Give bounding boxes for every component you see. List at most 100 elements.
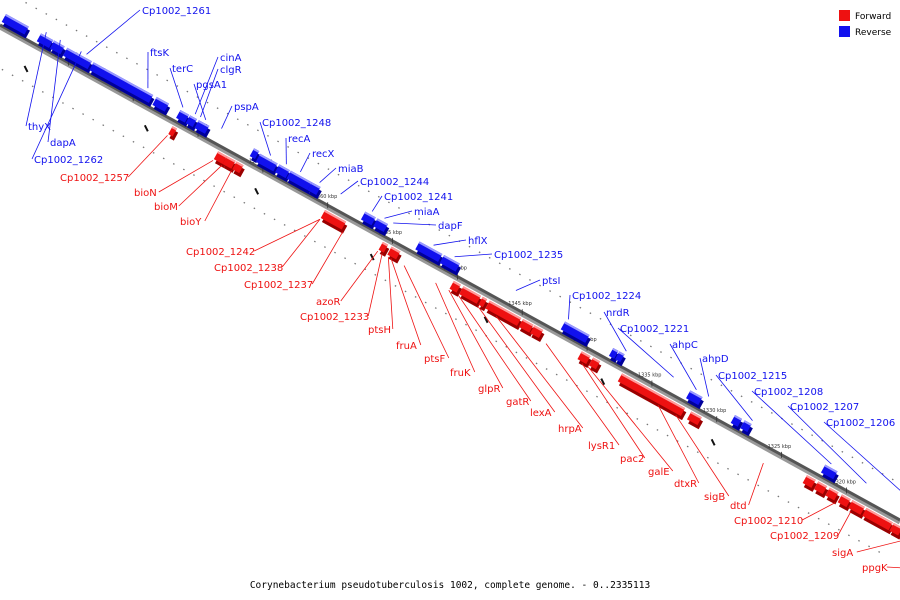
reverse-leader-line: [193, 83, 207, 121]
gene-shadow: [169, 130, 179, 141]
gene-highlight: [828, 487, 839, 495]
reverse-leader-line: [25, 32, 47, 127]
forward-gene-label: ptsF: [424, 354, 445, 365]
forward-gene: [617, 373, 687, 421]
reverse-gene-label: ahpD: [702, 354, 729, 365]
backbone-line: [0, 23, 900, 522]
position-marker: [600, 378, 606, 386]
tick-label: 1360 kbp: [314, 194, 338, 200]
forward-leader-line: [254, 218, 321, 252]
forward-leader-line: [837, 511, 852, 536]
gene-highlight: [841, 494, 851, 501]
gene-body: [686, 390, 703, 406]
forward-gene: [222, 156, 237, 173]
reverse-gene-label: Cp1002_1215: [718, 371, 787, 382]
reverse-leader-line: [86, 9, 141, 55]
position-marker: [23, 65, 29, 73]
gene-highlight: [618, 351, 625, 357]
gene-highlight: [481, 296, 488, 301]
gene-highlight: [452, 280, 461, 287]
reverse-gene-label: Cp1002_1208: [754, 387, 823, 398]
forward-leader-line: [435, 282, 476, 373]
gene-highlight: [197, 120, 210, 128]
forward-gene: [449, 280, 463, 297]
gene-highlight: [592, 357, 601, 364]
forward-gene: [485, 300, 523, 330]
gene-body: [459, 286, 482, 304]
label-leader-lines: [25, 9, 900, 569]
gene-body: [415, 241, 443, 262]
reverse-gene-label: pgsA1: [196, 80, 227, 91]
reverse-gene: [152, 96, 171, 116]
reverse-gene: [820, 464, 839, 484]
tick-label: 1355 kbp: [379, 230, 403, 236]
forward-leader-line: [281, 219, 321, 268]
reverse-gene: [255, 153, 279, 176]
reverse-gene-label: recA: [288, 134, 311, 145]
forward-leader-line: [477, 305, 556, 413]
reverse-leader-line: [340, 180, 359, 195]
tick-label: 1335 kbp: [638, 373, 662, 379]
gene-highlight: [53, 40, 65, 49]
reverse-leader-line: [515, 279, 541, 291]
forward-gene-label: gatR: [506, 397, 529, 408]
reverse-leader-line: [433, 239, 467, 246]
reverse-leader-line: [393, 222, 437, 226]
gene-highlight: [381, 241, 389, 247]
gene-highlight: [734, 415, 743, 421]
reverse-gene: [194, 120, 211, 138]
gene-body: [439, 255, 460, 272]
reverse-gene-label: ahpC: [672, 340, 698, 351]
gene-highlight: [865, 507, 893, 525]
reverse-gene: [1, 14, 30, 39]
reverse-leader-line: [699, 357, 710, 397]
forward-gene: [232, 161, 245, 178]
position-marker: [483, 316, 489, 324]
reverse-gene: [99, 68, 155, 107]
reverse-gene: [608, 348, 620, 363]
gene-highlight: [806, 475, 816, 482]
forward-leader-line: [403, 265, 450, 359]
legend-swatch-forward: [839, 10, 850, 21]
reverse-leader-line: [371, 195, 383, 212]
reverse-leader-line: [31, 51, 82, 160]
gene-highlight: [253, 148, 260, 153]
reverse-leader-line: [603, 311, 627, 352]
forward-leader-line: [448, 289, 504, 389]
gene-highlight: [418, 241, 443, 256]
forward-leader-line: [367, 253, 383, 317]
position-marker: [143, 124, 149, 132]
gene-highlight: [390, 246, 401, 254]
reverse-leader-line: [47, 39, 61, 143]
forward-leader-line: [340, 250, 379, 302]
position-marker: [369, 253, 375, 261]
gene-body: [194, 120, 210, 134]
gene-body: [518, 318, 534, 333]
reverse-leader-line: [319, 167, 337, 183]
legend-label-forward: Forward: [855, 12, 891, 22]
reverse-gene-label: ptsI: [542, 276, 560, 287]
gene-body: [49, 40, 65, 55]
gene-highlight: [235, 161, 244, 167]
reverse-gene-label: Cp1002_1262: [34, 155, 103, 166]
reverse-gene-label: Cp1002_1248: [262, 118, 331, 129]
forward-gene-label: Cp1002_1257: [60, 173, 129, 184]
forward-leader-line: [545, 343, 620, 446]
forward-gene-label: sigA: [832, 548, 853, 559]
forward-gene-label: Cp1002_1210: [734, 516, 803, 527]
gene-body: [63, 47, 92, 70]
gene-highlight: [155, 96, 170, 106]
forward-gene-label: galE: [648, 467, 670, 478]
forward-gene-label: lysR1: [588, 441, 615, 452]
forward-leader-line: [495, 315, 584, 429]
gene-body: [36, 33, 54, 48]
gene-highlight: [488, 300, 522, 320]
gene-body: [862, 507, 893, 531]
forward-gene: [837, 494, 852, 512]
gene-highlight: [189, 115, 198, 121]
gene-body: [560, 321, 590, 343]
gene-features: [1, 14, 900, 540]
forward-leader-line: [802, 502, 836, 521]
reverse-leader-line: [259, 121, 271, 156]
